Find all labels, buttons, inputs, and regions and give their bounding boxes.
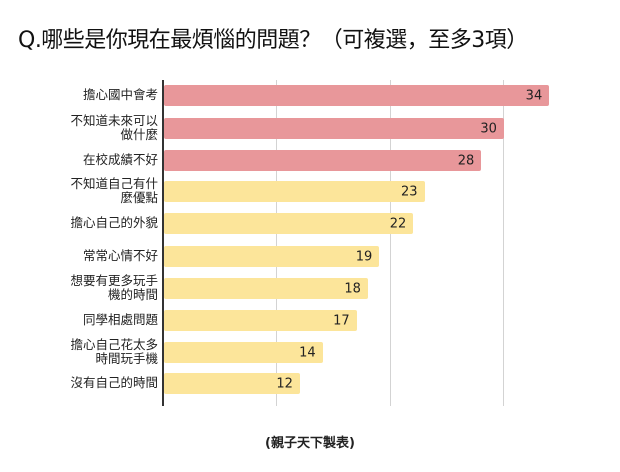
y-axis-line [162,80,164,406]
category-label: 想要有更多玩手 機的時間 [70,273,158,302]
gridline-30 [503,80,504,406]
category-label: 擔心自己的外貌 [70,215,158,230]
category-label: 不知道自己有什 麼優點 [70,176,158,205]
bar: 22 [164,213,414,234]
bar: 19 [164,246,380,267]
bar-row: 在校成績不好 28 [0,144,620,176]
bar-row: 想要有更多玩手 機的時間 18 [0,272,620,304]
value-label: 14 [299,345,316,360]
bar-row: 同學相處問題 17 [0,304,620,336]
value-label: 18 [344,281,361,296]
bar-row: 不知道自己有什 麼優點 23 [0,175,620,207]
bar: 30 [164,118,504,139]
bar-row: 不知道未來可以 做什麼 30 [0,112,620,144]
value-label: 23 [401,184,418,199]
category-label: 不知道未來可以 做什麼 [70,113,158,142]
bar: 23 [164,181,425,202]
value-label: 22 [389,216,407,231]
category-label: 擔心自己花太多 時間玩手機 [70,337,158,366]
bar: 34 [164,85,550,106]
gridline-10 [276,80,277,406]
bar: 17 [164,310,357,331]
bar-row: 常常心情不好 19 [0,240,620,272]
value-label: 30 [480,121,497,136]
bar: 12 [164,373,300,394]
bar-row: 擔心自己花太多 時間玩手機 14 [0,336,620,368]
source-note: (親子天下製表) [265,436,355,451]
bar: 14 [164,342,323,363]
value-label: 34 [525,88,543,103]
bar-row: 擔心國中會考 34 [0,79,620,111]
value-label: 12 [276,376,293,391]
category-label: 在校成績不好 [82,152,158,167]
bar-row: 沒有自己的時間 12 [0,367,620,399]
bar-row: 擔心自己的外貌 22 [0,207,620,239]
category-label: 常常心情不好 [82,248,158,263]
value-label: 28 [457,153,475,168]
value-label: 19 [355,249,373,264]
category-label: 沒有自己的時間 [70,375,158,390]
category-label: 擔心國中會考 [82,87,158,102]
chart-title: Q.哪些是你現在最煩惱的問題？（可複選，至多3項） [18,28,528,53]
bar: 28 [164,150,482,171]
gridline-20 [390,80,391,406]
bar: 18 [164,278,368,299]
value-label: 17 [333,313,350,328]
category-label: 同學相處問題 [82,312,158,327]
